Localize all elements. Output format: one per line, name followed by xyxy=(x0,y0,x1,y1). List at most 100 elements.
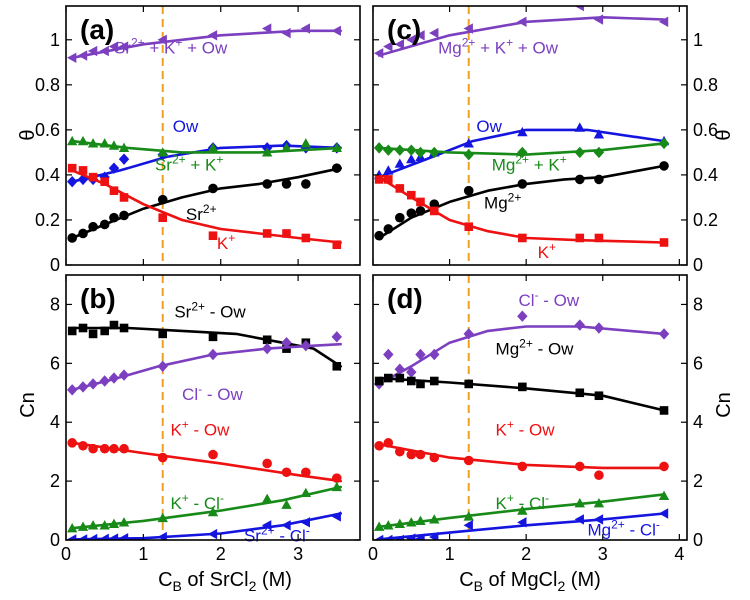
x-label-sub-b: B xyxy=(474,578,483,594)
y-tick-label: 4 xyxy=(50,412,60,432)
plot-area xyxy=(66,320,343,540)
point-circle xyxy=(659,161,669,171)
point-triangle-up xyxy=(108,518,120,528)
point-triangle-up xyxy=(593,129,605,139)
label-text: Sr xyxy=(186,205,203,224)
point-diamond xyxy=(77,381,89,393)
point-square xyxy=(594,391,604,401)
point-diamond xyxy=(415,146,426,159)
point-circle xyxy=(517,461,528,472)
label-text: - Cl xyxy=(514,494,545,513)
point-square xyxy=(119,323,129,333)
series-label: Mg2+ - Cl- xyxy=(587,518,659,540)
series-label: K+ - Cl- xyxy=(170,491,224,513)
x-axis-label-srcl2: CB of SrCl2 (M) xyxy=(158,569,292,594)
point-diamond xyxy=(406,144,417,156)
label-text: Mg xyxy=(484,194,508,213)
point-triangle-left xyxy=(383,534,393,540)
point-diamond xyxy=(429,146,440,159)
label-superscript: 2+ xyxy=(131,35,145,49)
point-square xyxy=(518,233,527,243)
point-triangle-left xyxy=(207,528,218,540)
label-text: Cl xyxy=(519,291,535,310)
point-diamond xyxy=(281,337,292,349)
point-triangle-up xyxy=(383,520,394,530)
point-square xyxy=(262,335,272,345)
point-square xyxy=(518,382,527,392)
point-circle xyxy=(415,206,426,216)
point-square xyxy=(406,376,416,386)
point-triangle-left xyxy=(373,534,384,540)
point-square xyxy=(374,376,384,386)
point-triangle-left xyxy=(300,517,311,528)
point-triangle-left xyxy=(406,34,416,45)
point-diamond xyxy=(415,348,426,361)
label-text: K xyxy=(496,494,508,513)
point-triangle-up xyxy=(87,520,99,530)
x-tick-label: 0 xyxy=(368,544,378,564)
point-triangle-left xyxy=(394,39,404,50)
y-tick-label: 0.8 xyxy=(693,75,718,95)
panel-label: (a) xyxy=(80,14,114,45)
point-triangle-up xyxy=(99,520,110,530)
y-tick-label: 0 xyxy=(50,255,60,275)
point-circle xyxy=(659,461,669,472)
point-circle xyxy=(374,230,384,241)
x-tick-label: 3 xyxy=(293,544,303,564)
point-diamond xyxy=(394,363,406,375)
label-text: Sr xyxy=(114,38,131,57)
point-diamond xyxy=(66,175,78,188)
point-diamond xyxy=(331,331,342,343)
y-tick-label: 0.6 xyxy=(693,120,718,140)
label-superscript: 2+ xyxy=(508,191,522,205)
point-circle xyxy=(517,179,528,189)
point-circle xyxy=(406,208,417,218)
label-text: + K xyxy=(475,38,506,57)
point-triangle-up xyxy=(300,138,312,148)
point-triangle-left xyxy=(300,23,311,34)
label-superscript: - xyxy=(306,523,310,537)
x-label-sub-b: B xyxy=(173,578,182,594)
point-triangle-left xyxy=(87,533,98,540)
label-text: Sr xyxy=(244,526,261,545)
point-triangle-up xyxy=(394,158,406,168)
label-superscript: 2+ xyxy=(172,152,186,166)
point-square xyxy=(100,177,109,186)
y-tick-label: 1 xyxy=(50,30,60,50)
point-triangle-up xyxy=(207,506,219,517)
point-diamond xyxy=(77,173,89,186)
y-tick-label: 0 xyxy=(693,530,703,550)
label-superscript: - xyxy=(220,491,224,505)
point-triangle-left xyxy=(406,533,416,540)
point-diamond xyxy=(207,348,219,361)
point-square xyxy=(158,213,168,223)
label-text: - Cl xyxy=(625,521,656,540)
point-circle xyxy=(88,221,98,232)
point-triangle-up xyxy=(118,142,130,153)
panel-label: (c) xyxy=(387,14,421,45)
y-tick-label: 0.4 xyxy=(693,165,718,185)
series-label: Ow xyxy=(173,117,199,136)
label-superscript: + xyxy=(175,35,182,49)
y-tick-label: 4 xyxy=(693,412,703,432)
series-label: Sr2+ - Cl- xyxy=(244,523,310,545)
point-circle xyxy=(262,458,272,469)
y-axis-label-theta-left: θ xyxy=(17,129,39,140)
point-triangle-up xyxy=(463,138,474,148)
y-tick-label: 0.2 xyxy=(693,210,718,230)
x-label-c: C xyxy=(459,569,473,591)
label-superscript: + xyxy=(506,35,513,49)
label-text: Sr xyxy=(155,155,172,174)
point-triangle-up xyxy=(87,138,99,148)
series-label: Sr2+ + K+ + Ow xyxy=(114,35,228,57)
point-diamond xyxy=(463,328,474,340)
x-label-unit: (M) xyxy=(565,569,601,591)
point-triangle-left xyxy=(87,45,98,57)
label-text: + K xyxy=(529,155,560,174)
point-triangle-up xyxy=(66,135,78,146)
point-square xyxy=(109,320,119,330)
label-superscript: + xyxy=(507,417,514,431)
point-triangle-left xyxy=(99,45,109,57)
series-label: K+ - Cl- xyxy=(496,491,550,513)
series-label: K+ xyxy=(538,240,556,262)
